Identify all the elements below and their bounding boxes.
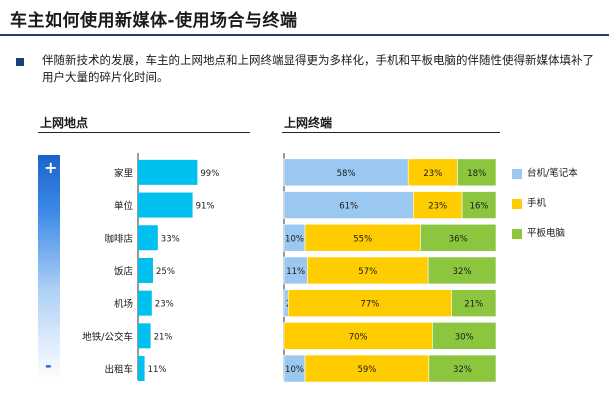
device-segment — [461, 191, 497, 219]
location-bar — [138, 356, 145, 382]
location-bar — [138, 192, 193, 218]
device-value-label: 23% — [423, 169, 442, 179]
location-category-label: 咖啡店 — [104, 233, 133, 245]
location-category-label: 饭店 — [114, 265, 133, 277]
device-segment — [427, 256, 497, 285]
minus-icon: - — [45, 356, 52, 375]
location-value-label: 25% — [156, 267, 175, 277]
device-value-label: 57% — [358, 267, 377, 277]
legend-swatch — [512, 169, 522, 179]
title-rule — [0, 34, 609, 36]
device-segment — [283, 322, 433, 350]
location-bar — [138, 257, 153, 283]
location-value-label: 11% — [148, 365, 167, 375]
device-value-label: 77% — [360, 300, 379, 310]
legend-label: 手机 — [527, 198, 547, 209]
location-value-label: 23% — [155, 300, 174, 310]
location-category-label: 家里 — [114, 167, 133, 179]
locations-title: 上网地点 — [40, 116, 89, 130]
device-segment — [451, 289, 497, 317]
devices-rule — [282, 132, 500, 133]
device-segment — [428, 354, 497, 383]
legend-label: 平板电脑 — [527, 228, 566, 239]
device-value-label: 36% — [449, 234, 468, 244]
bullet-icon — [16, 58, 24, 66]
location-bar — [138, 225, 158, 251]
devices-title: 上网终端 — [284, 116, 333, 130]
slide-description: 伴随新技术的发展，车主的上网地点和上网终端显得更为多样化，手机和平板电脑的伴随性… — [42, 53, 594, 84]
device-value-label: 32% — [453, 365, 472, 375]
device-segment — [457, 158, 497, 187]
location-scale-bar — [38, 155, 60, 380]
location-value-label: 33% — [161, 234, 180, 244]
legend-swatch — [512, 229, 522, 239]
device-segment — [413, 191, 463, 219]
device-value-label: 10% — [285, 234, 304, 244]
device-value-label: 70% — [349, 332, 368, 342]
device-segment — [420, 223, 497, 252]
device-value-label: 58% — [337, 169, 356, 179]
device-value-label: 55% — [353, 234, 372, 244]
device-value-label: 16% — [470, 202, 489, 212]
slide-title: 车主如何使用新媒体-使用场合与终端 — [10, 11, 298, 31]
device-value-label: 61% — [339, 202, 358, 212]
device-value-label: 10% — [285, 365, 304, 375]
plus-icon: + — [44, 158, 58, 177]
legend-label: 台机/笔记本 — [527, 168, 578, 179]
device-value-label: 32% — [453, 267, 472, 277]
device-segment — [304, 223, 421, 252]
device-value-label: 30% — [455, 332, 474, 342]
legend-swatch — [512, 199, 522, 209]
location-value-label: 91% — [196, 202, 215, 212]
device-segment — [283, 191, 414, 219]
location-category-label: 单位 — [114, 200, 134, 212]
location-category-label: 机场 — [114, 298, 133, 310]
location-category-label: 出租车 — [104, 364, 133, 376]
location-bar — [138, 159, 198, 185]
device-value-label: 21% — [464, 300, 483, 310]
device-segment — [287, 289, 452, 317]
locations-rule — [38, 132, 250, 133]
device-value-label: 11% — [286, 267, 305, 277]
location-value-label: 99% — [200, 169, 219, 179]
device-segment — [432, 322, 497, 350]
device-value-label: 59% — [357, 365, 376, 375]
location-bar — [138, 323, 151, 349]
location-value-label: 21% — [154, 332, 173, 342]
device-value-label: 18% — [467, 169, 486, 179]
device-segment — [307, 256, 429, 285]
location-bar — [138, 290, 152, 316]
location-category-label: 地铁/公交车 — [82, 331, 133, 343]
device-value-label: 23% — [428, 202, 447, 212]
